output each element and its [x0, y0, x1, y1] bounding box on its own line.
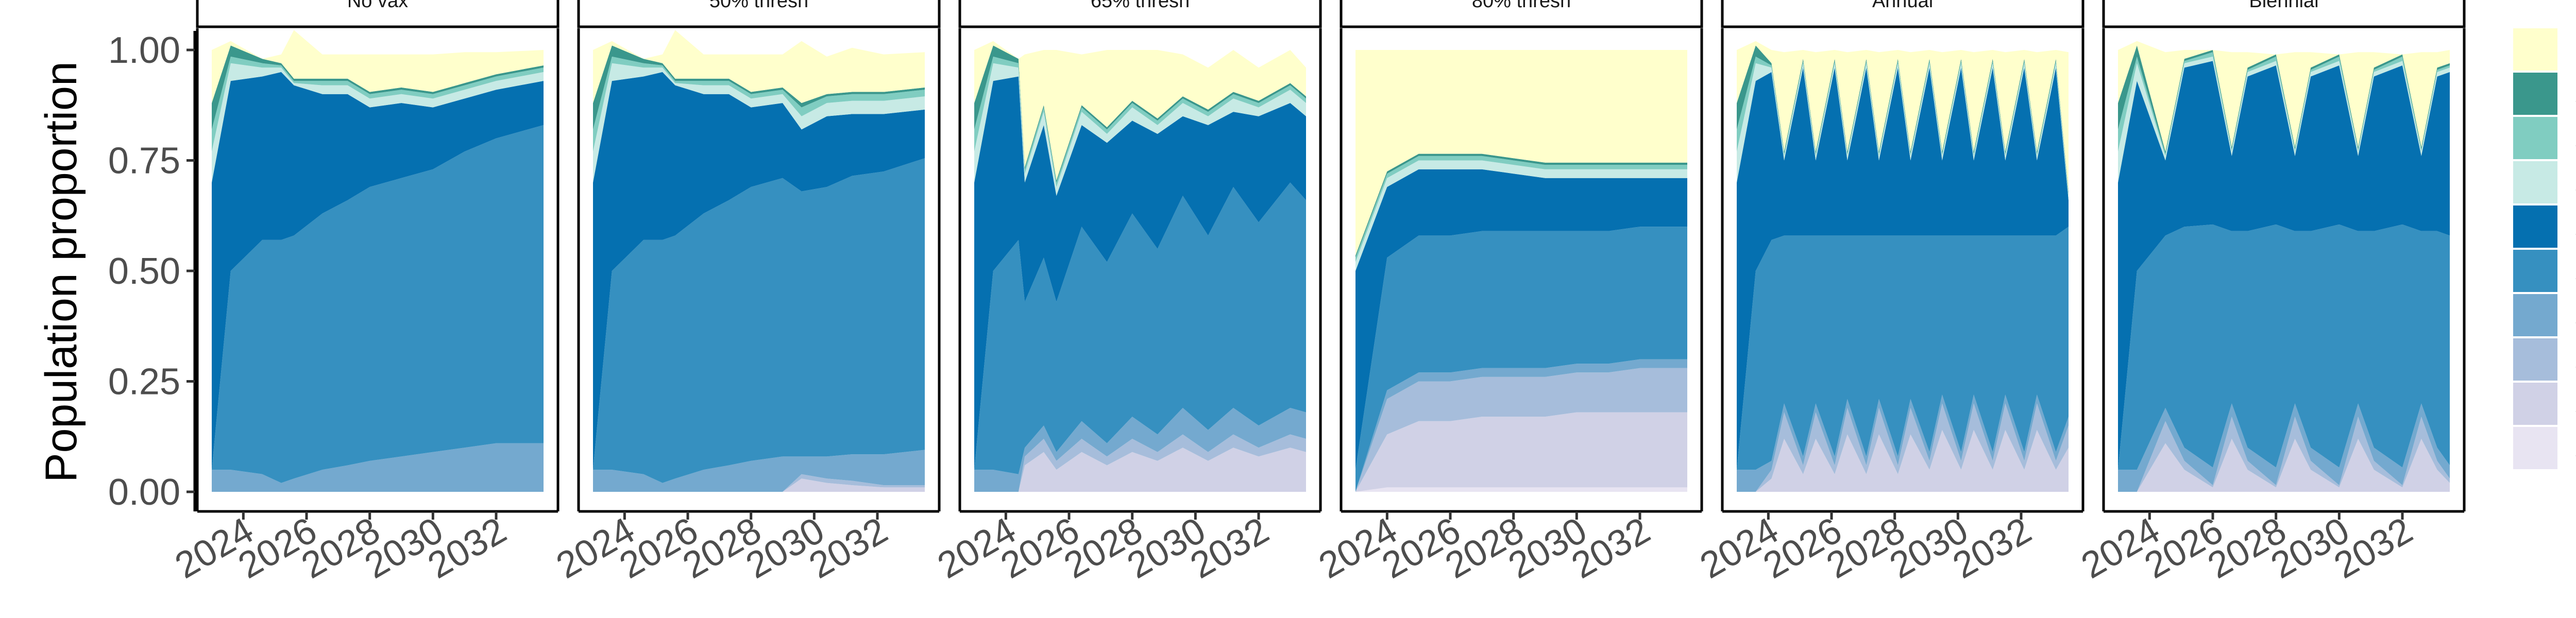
area-s0v3: [1737, 403, 2069, 492]
area-s0v3: [593, 474, 925, 492]
area-s1v0: [974, 56, 1306, 187]
y-tick-label: 1.00: [108, 30, 180, 71]
area-s1v2: [1737, 227, 2069, 470]
legend-label: s2v3: [2575, 433, 2576, 466]
area-s2v2: [212, 443, 544, 492]
facet-strip: [196, 0, 560, 28]
area-s2v0: [974, 63, 1306, 196]
facet-strip: [2102, 0, 2466, 28]
area-s1v3: [593, 478, 925, 492]
facet-strip-title: No vax: [347, 0, 408, 12]
y-axis-ticks: 0.00 0.25 0.50 0.75 1.00: [108, 30, 195, 513]
y-tick-label: 0.00: [108, 472, 180, 513]
area-s2v2: [1737, 394, 2069, 492]
area-s1v2: [1355, 227, 1687, 492]
area-imm1: [1737, 41, 2069, 192]
legend-label: s0v3: [2575, 344, 2576, 377]
facet-strip: [577, 0, 941, 28]
area-imm1: [1355, 50, 1687, 255]
legend-swatch: [2513, 205, 2557, 248]
area-s0v3: [974, 434, 1306, 492]
y-tick-label: 0.75: [108, 141, 180, 182]
area-s2v2: [593, 450, 925, 492]
area-s2v0: [212, 63, 544, 183]
area-s0v2: [974, 76, 1306, 470]
facet-strip-title: Annual: [1872, 0, 1933, 12]
area-imm1: [593, 30, 925, 104]
area-imm1: [974, 41, 1306, 181]
area-s1v3: [974, 448, 1306, 492]
area-imm1: [212, 30, 544, 104]
area-s2v0: [593, 63, 925, 183]
area-s1v3: [2118, 439, 2450, 492]
area-s0v2: [2118, 61, 2450, 470]
y-tick-label: 0.25: [108, 362, 180, 403]
facet-strip-title: 65% thresh: [1091, 0, 1190, 12]
legend-swatch: [2513, 117, 2557, 159]
area-s2v2: [2118, 403, 2450, 492]
legend-label: s1v3: [2575, 388, 2576, 422]
facet-strip: [958, 0, 1322, 28]
facet-strip-title: 50% thresh: [709, 0, 808, 12]
legend-label: imm1: [2575, 34, 2576, 67]
area-imm1: [2118, 41, 2450, 152]
area-s0v0: [212, 45, 544, 130]
area-s0v3: [1355, 368, 1687, 492]
area-s0v2: [593, 72, 925, 470]
y-axis-title: Population proportion: [37, 61, 86, 483]
area-s1v0: [1355, 156, 1687, 262]
area-s0v0: [1355, 153, 1687, 258]
legend-swatch: [2513, 73, 2557, 115]
legend-label: s2v0: [2575, 167, 2576, 200]
y-axis: 0.00 0.25 0.50 0.75 1.00: [108, 30, 196, 513]
area-s0v2: [1737, 67, 2069, 470]
area-s2v0: [1355, 160, 1687, 271]
legend-label: s2v2: [2575, 300, 2576, 333]
area-s0v0: [593, 45, 925, 130]
area-s0v2: [1355, 169, 1687, 470]
area-s2v2: [974, 408, 1306, 492]
area-s1v2: [2118, 224, 2450, 470]
legend-label: s0v0: [2575, 78, 2576, 112]
area-s1v2: [212, 125, 544, 483]
facet-strip-title: Biennial: [2249, 0, 2318, 12]
facet-strip: [1721, 0, 2084, 28]
legend-swatch: [2513, 161, 2557, 203]
area-s0v2: [212, 72, 544, 470]
legend-swatch: [2513, 250, 2557, 292]
facet-strip: [1340, 0, 1703, 28]
area-s0v0: [974, 45, 1306, 183]
area-s1v3: [1737, 430, 2069, 492]
legend-swatch: [2513, 383, 2557, 425]
area-s1v2: [593, 158, 925, 483]
legend-swatch: [2513, 427, 2557, 469]
legend-label: s1v0: [2575, 123, 2576, 156]
area-s1v2: [974, 182, 1306, 474]
y-tick-label: 0.50: [108, 251, 180, 292]
legend: imm1 s0v0 s1v0 s2v0 s0v2 s1v2 s2v2 s0v3 s1v3 s2v3: [2513, 28, 2576, 469]
facet-strip-title: 80% thresh: [1472, 0, 1571, 12]
legend-label: s0v2: [2575, 211, 2576, 245]
legend-swatch: [2513, 338, 2557, 381]
area-s1v3: [1355, 412, 1687, 492]
legend-swatch: [2513, 28, 2557, 71]
area-s2v3: [1355, 487, 1687, 492]
legend-label: s1v2: [2575, 255, 2576, 289]
legend-swatch: [2513, 294, 2557, 336]
